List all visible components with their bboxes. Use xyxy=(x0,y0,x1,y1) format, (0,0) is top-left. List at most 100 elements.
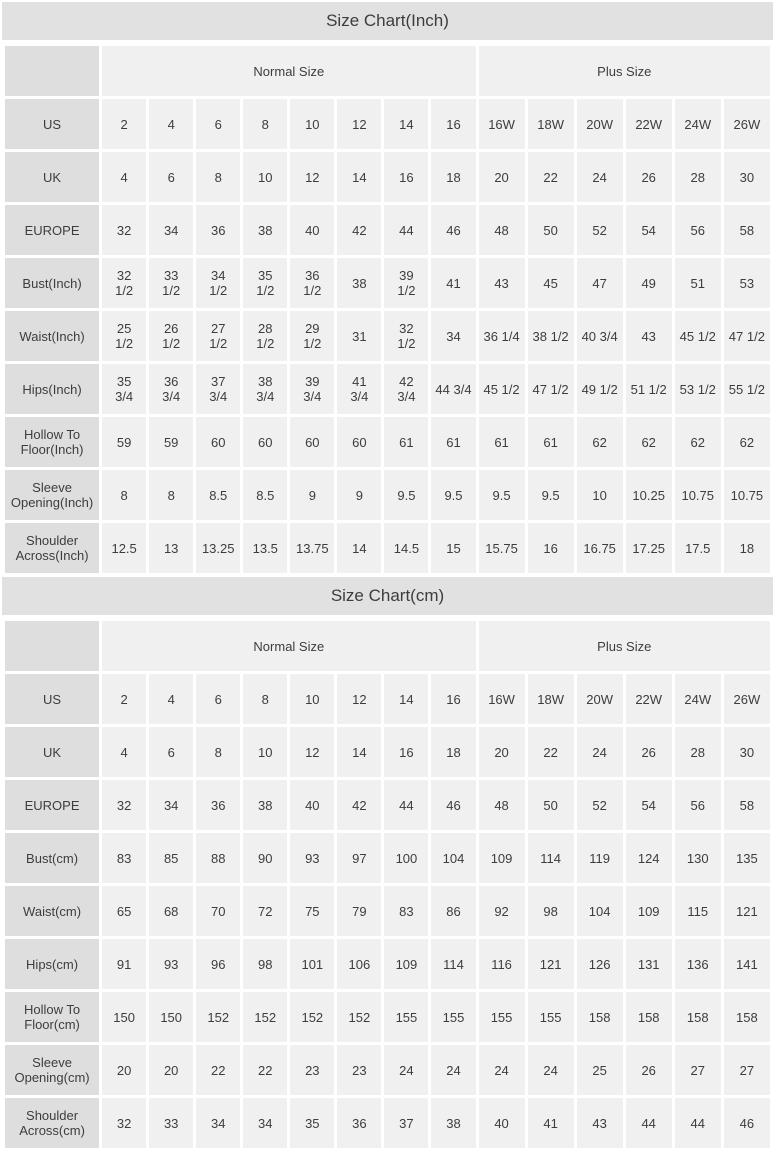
data-cell: 72 xyxy=(243,886,288,936)
table-row: Hips(Inch) 35 3/4 36 3/4 37 3/4 38 3/4 39 3/4… xyxy=(5,364,770,414)
data-cell: 40 xyxy=(478,1098,525,1148)
data-cell: 35 xyxy=(290,1098,335,1148)
data-cell: 42 xyxy=(337,205,382,255)
data-cell: 51 1/2 xyxy=(625,364,672,414)
data-cell: 70 xyxy=(196,886,241,936)
data-cell: 68 xyxy=(149,886,194,936)
data-cell: 16 xyxy=(384,727,429,777)
data-cell: 62 xyxy=(674,417,721,467)
data-cell: 18 xyxy=(431,727,476,777)
data-cell: 50 xyxy=(527,780,574,830)
data-cell: 34 xyxy=(243,1098,288,1148)
data-cell: 104 xyxy=(431,833,476,883)
data-cell: 26 xyxy=(625,152,672,202)
data-cell: 150 xyxy=(102,992,147,1042)
data-cell: 42 xyxy=(337,780,382,830)
data-cell: 14 xyxy=(337,152,382,202)
table-row: US 2 4 6 8 10 12 14 16 16W 18W 20W 22W 24W 26W xyxy=(5,674,770,724)
data-cell: 20 xyxy=(478,152,525,202)
data-cell: 32 xyxy=(102,205,147,255)
data-cell: 45 xyxy=(527,258,574,308)
data-cell: 53 xyxy=(723,258,770,308)
data-cell: 91 xyxy=(102,939,147,989)
data-cell: 2 xyxy=(102,99,147,149)
data-cell: 8 xyxy=(243,674,288,724)
data-cell: 22W xyxy=(625,99,672,149)
data-cell: 40 3/4 xyxy=(576,311,623,361)
row-header-cell: Sleeve Opening(cm) xyxy=(5,1045,100,1095)
data-cell: 52 xyxy=(576,780,623,830)
row-header-cell: Hollow To Floor(Inch) xyxy=(5,417,100,467)
data-cell: 8 xyxy=(243,99,288,149)
data-cell: 9 xyxy=(290,470,335,520)
data-cell: 10 xyxy=(290,99,335,149)
table-row: Hollow To Floor(Inch) 59 59 60 60 60 60 61 61 61 6… xyxy=(5,417,770,467)
data-cell: 24W xyxy=(674,99,721,149)
data-cell: 45 1/2 xyxy=(478,364,525,414)
group-header-row: Normal Size Plus Size xyxy=(5,621,770,671)
data-cell: 34 xyxy=(149,205,194,255)
data-cell: 16 xyxy=(431,99,476,149)
data-cell: 92 xyxy=(478,886,525,936)
data-cell: 42 3/4 xyxy=(384,364,429,414)
table-row: Waist(Inch) 25 1/2 26 1/2 27 1/2 28 1/2 29 1/… xyxy=(5,311,770,361)
data-cell: 26 1/2 xyxy=(149,311,194,361)
data-cell: 39 3/4 xyxy=(290,364,335,414)
data-cell: 35 3/4 xyxy=(102,364,147,414)
data-cell: 126 xyxy=(576,939,623,989)
data-cell: 16 xyxy=(527,523,574,573)
data-cell: 56 xyxy=(674,780,721,830)
data-cell: 41 xyxy=(431,258,476,308)
data-cell: 60 xyxy=(290,417,335,467)
data-cell: 155 xyxy=(527,992,574,1042)
data-cell: 97 xyxy=(337,833,382,883)
data-cell: 34 1/2 xyxy=(196,258,241,308)
data-cell: 135 xyxy=(723,833,770,883)
data-cell: 34 xyxy=(431,311,476,361)
data-cell: 28 xyxy=(674,152,721,202)
row-header-cell: Waist(cm) xyxy=(5,886,100,936)
data-cell: 61 xyxy=(384,417,429,467)
data-cell: 130 xyxy=(674,833,721,883)
size-chart-cm-table: Normal Size Plus Size US 2 4 6 8 10 12 14 16 16W 18W… xyxy=(2,618,773,1151)
table-row: EUROPE 32 34 36 38 40 42 44 46 48 50 52 54 56 58 xyxy=(5,780,770,830)
data-cell: 9 xyxy=(337,470,382,520)
data-cell: 46 xyxy=(431,780,476,830)
data-cell: 16 xyxy=(384,152,429,202)
table-row: UK 4 6 8 10 12 14 16 18 20 22 24 26 28 30 xyxy=(5,152,770,202)
data-cell: 18 xyxy=(431,152,476,202)
data-cell: 10.75 xyxy=(674,470,721,520)
data-cell: 150 xyxy=(149,992,194,1042)
data-cell: 93 xyxy=(290,833,335,883)
data-cell: 47 xyxy=(576,258,623,308)
data-cell: 4 xyxy=(102,152,147,202)
data-cell: 16W xyxy=(478,674,525,724)
row-header-cell: UK xyxy=(5,727,100,777)
data-cell: 8.5 xyxy=(196,470,241,520)
table-row: UK 4 6 8 10 12 14 16 18 20 22 24 26 28 30 xyxy=(5,727,770,777)
data-cell: 10 xyxy=(290,674,335,724)
data-cell: 30 xyxy=(723,152,770,202)
data-cell: 6 xyxy=(149,727,194,777)
data-cell: 28 1/2 xyxy=(243,311,288,361)
data-cell: 56 xyxy=(674,205,721,255)
data-cell: 61 xyxy=(478,417,525,467)
data-cell: 41 3/4 xyxy=(337,364,382,414)
data-cell: 40 xyxy=(290,780,335,830)
row-header-cell: US xyxy=(5,674,100,724)
data-cell: 83 xyxy=(384,886,429,936)
data-cell: 158 xyxy=(723,992,770,1042)
data-cell: 152 xyxy=(196,992,241,1042)
data-cell: 38 xyxy=(337,258,382,308)
data-cell: 9.5 xyxy=(478,470,525,520)
data-cell: 16.75 xyxy=(576,523,623,573)
data-cell: 36 3/4 xyxy=(149,364,194,414)
table-row: Shoulder Across(cm) 32 33 34 34 35 36 37 38 40 41 4… xyxy=(5,1098,770,1148)
data-cell: 119 xyxy=(576,833,623,883)
data-cell: 90 xyxy=(243,833,288,883)
data-cell: 22 xyxy=(196,1045,241,1095)
data-cell: 27 xyxy=(674,1045,721,1095)
data-cell: 20 xyxy=(478,727,525,777)
data-cell: 155 xyxy=(384,992,429,1042)
data-cell: 24 xyxy=(576,727,623,777)
